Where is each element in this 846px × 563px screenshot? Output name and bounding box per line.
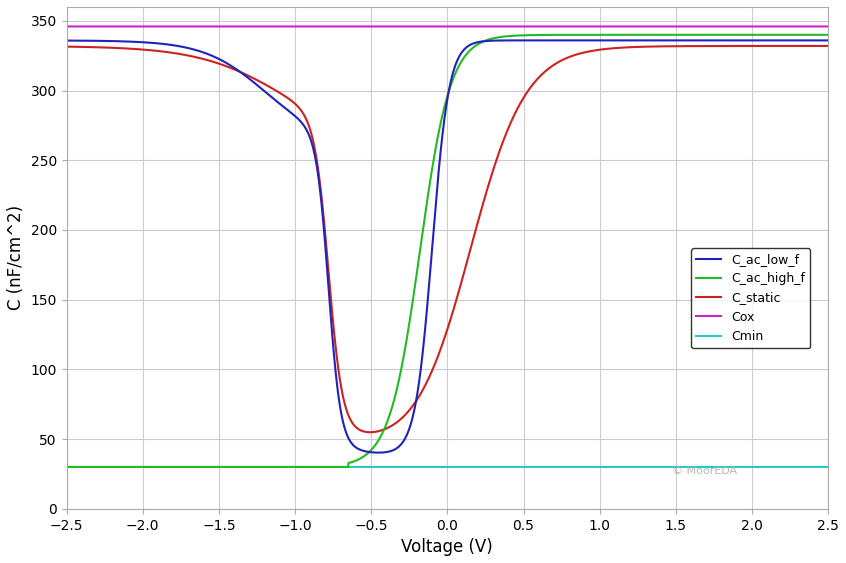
Legend: C_ac_low_f, C_ac_high_f, C_static, Cox, Cmin: C_ac_low_f, C_ac_high_f, C_static, Cox, …	[691, 248, 810, 348]
Y-axis label: C (nF/cm^2): C (nF/cm^2)	[7, 205, 25, 310]
Text: © MoorEDA: © MoorEDA	[672, 466, 737, 476]
X-axis label: Voltage (V): Voltage (V)	[402, 538, 493, 556]
